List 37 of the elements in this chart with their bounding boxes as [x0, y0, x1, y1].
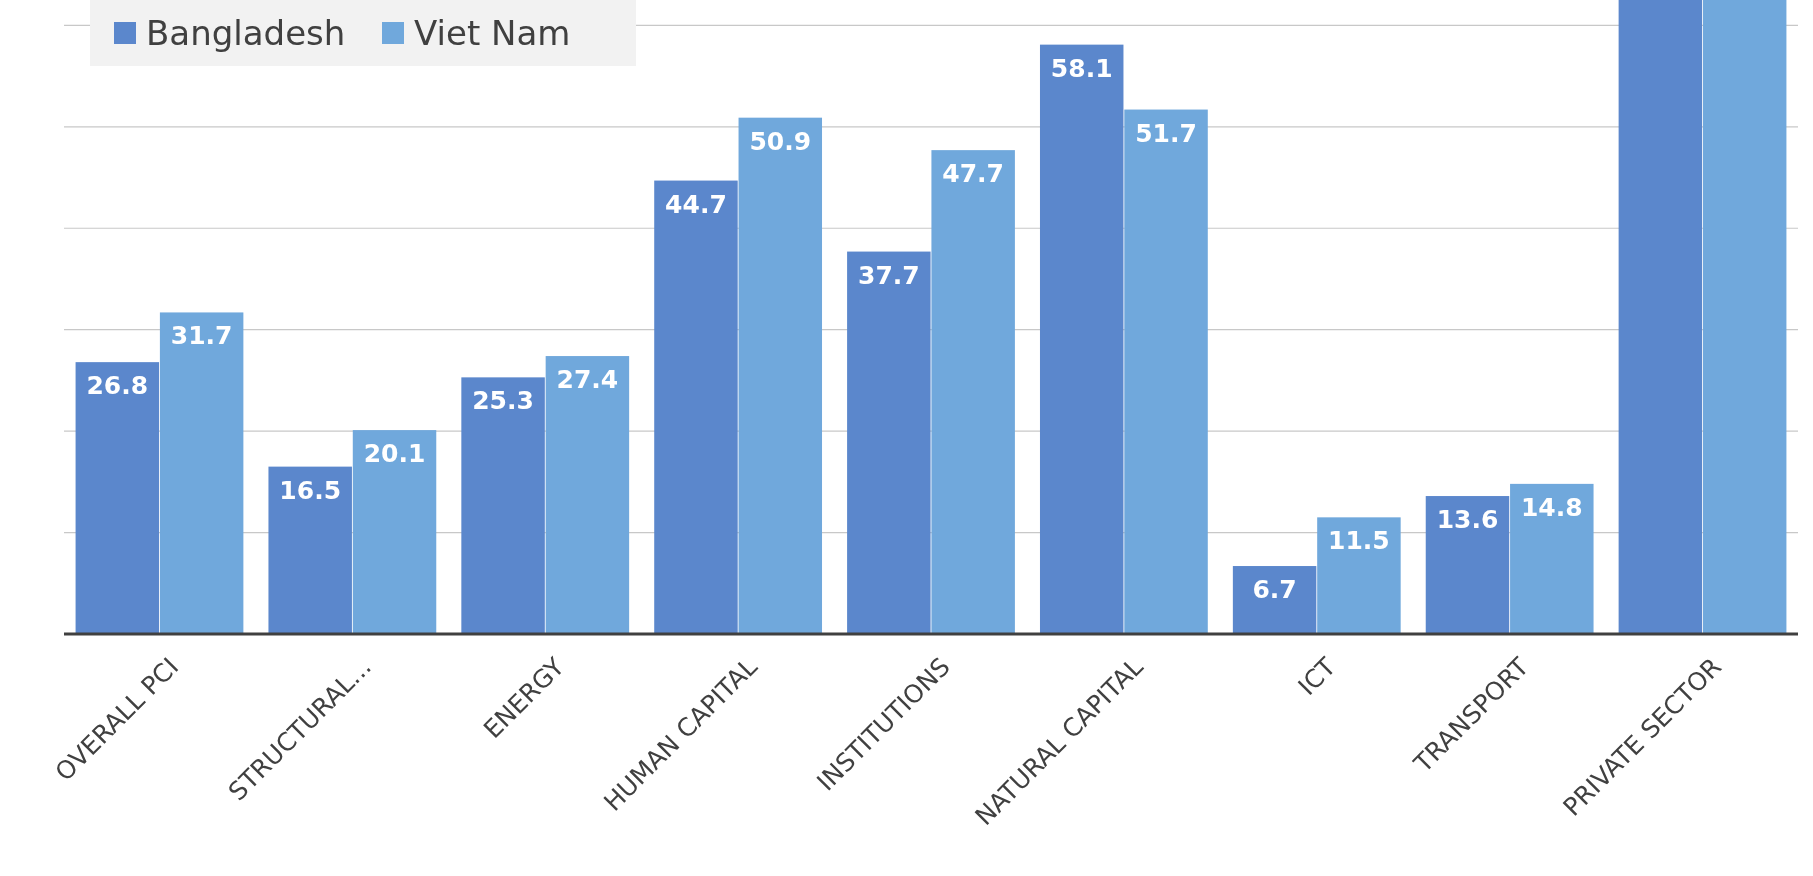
legend-label: Bangladesh [146, 13, 346, 54]
bar [1618, 0, 1703, 634]
data-label: 6.7 [1252, 575, 1297, 605]
bar [1039, 44, 1124, 634]
bar [159, 312, 244, 634]
data-label: 37.7 [857, 260, 920, 290]
bar [847, 251, 931, 634]
bar [1425, 496, 1510, 634]
data-label: 27.4 [556, 365, 619, 395]
x-tick-label: ICT [1292, 651, 1342, 701]
data-label: 25.3 [472, 386, 534, 416]
data-label: 58.1 [1050, 53, 1113, 83]
data-label: 20.1 [363, 439, 426, 469]
bar [738, 117, 823, 634]
bar [1510, 483, 1594, 634]
data-label: 44.7 [665, 189, 727, 219]
bar [1124, 109, 1208, 634]
bar [75, 362, 160, 634]
bar [461, 377, 545, 634]
data-label: 14.8 [1520, 492, 1583, 522]
bar [1317, 517, 1401, 634]
data-label: 47.7 [942, 159, 1005, 189]
data-label: 26.8 [86, 371, 149, 401]
data-label: 50.9 [749, 126, 812, 156]
bar [931, 150, 1015, 634]
bar [545, 356, 630, 634]
bar [1232, 566, 1317, 634]
data-label: 11.5 [1328, 526, 1390, 556]
data-label: 16.5 [279, 475, 342, 505]
bar [268, 466, 352, 634]
data-label: 31.7 [170, 321, 233, 351]
data-label: 51.7 [1135, 118, 1197, 148]
data-label: 13.6 [1436, 505, 1499, 535]
legend-label: Viet Nam [414, 13, 571, 54]
bar [654, 180, 738, 634]
bar [1702, 0, 1787, 634]
bar [352, 430, 437, 634]
